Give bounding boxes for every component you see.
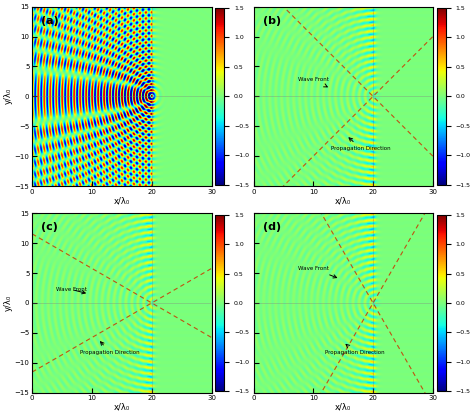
X-axis label: x/λ₀: x/λ₀ <box>114 403 130 412</box>
X-axis label: x/λ₀: x/λ₀ <box>335 403 351 412</box>
Text: (d): (d) <box>263 222 281 232</box>
Text: Wave Front: Wave Front <box>56 287 87 294</box>
Text: (b): (b) <box>263 16 281 26</box>
Text: Wave Front: Wave Front <box>298 77 329 87</box>
Y-axis label: y/λ₀: y/λ₀ <box>4 295 13 311</box>
Text: (a): (a) <box>41 16 59 26</box>
X-axis label: x/λ₀: x/λ₀ <box>335 196 351 205</box>
Text: Propagation Direction: Propagation Direction <box>331 138 391 151</box>
Text: Propagation Direction: Propagation Direction <box>325 344 385 355</box>
Text: Propagation Direction: Propagation Direction <box>80 342 140 355</box>
X-axis label: x/λ₀: x/λ₀ <box>114 196 130 205</box>
Text: (c): (c) <box>41 222 58 232</box>
Y-axis label: y/λ₀: y/λ₀ <box>4 88 13 104</box>
Text: Wave Front: Wave Front <box>298 266 337 278</box>
